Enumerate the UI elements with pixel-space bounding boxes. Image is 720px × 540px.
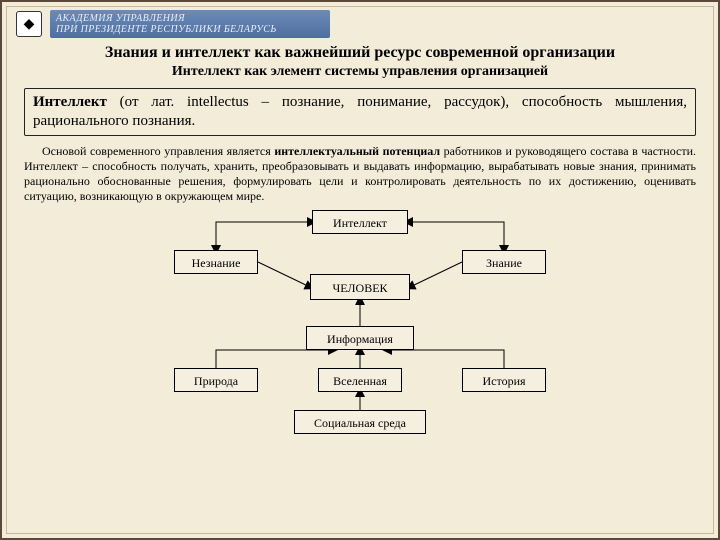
- content: ◆ АКАДЕМИЯ УПРАВЛЕНИЯ ПРИ ПРЕЗИДЕНТЕ РЕС…: [2, 2, 718, 538]
- edge-intellect-neznanie: [216, 222, 312, 250]
- header-text: АКАДЕМИЯ УПРАВЛЕНИЯ ПРИ ПРЕЗИДЕНТЕ РЕСПУ…: [50, 10, 330, 38]
- edge-istoriya-info: [387, 350, 504, 368]
- diagram: Интеллект Незнание Знание ЧЕЛОВЕК Информация…: [80, 210, 640, 440]
- page: ◆ АКАДЕМИЯ УПРАВЛЕНИЯ ПРИ ПРЕЗИДЕНТЕ РЕС…: [0, 0, 720, 540]
- node-istoriya: История: [462, 368, 546, 392]
- title-sub: Интеллект как элемент системы управления…: [16, 64, 704, 80]
- header-line1: АКАДЕМИЯ УПРАВЛЕНИЯ: [56, 13, 320, 24]
- edge-priroda-info: [216, 350, 333, 368]
- header: ◆ АКАДЕМИЯ УПРАВЛЕНИЯ ПРИ ПРЕЗИДЕНТЕ РЕС…: [16, 10, 704, 38]
- edge-neznanie-chelovek: [258, 262, 310, 287]
- node-socsreda: Социальная среда: [294, 410, 426, 434]
- title-main: Знания и интеллект как важнейший ресурс …: [16, 44, 704, 62]
- node-chelovek: ЧЕЛОВЕК: [310, 274, 410, 300]
- definition-text: Интеллект (от лат. intellectus – познани…: [33, 94, 687, 129]
- edge-intellect-znanie: [408, 222, 504, 250]
- node-neznanie: Незнание: [174, 250, 258, 274]
- node-znanie: Знание: [462, 250, 546, 274]
- definition-box: Интеллект (от лат. intellectus – познани…: [24, 88, 696, 136]
- crest-icon: ◆: [16, 11, 42, 37]
- node-intellect: Интеллект: [312, 210, 408, 234]
- edge-znanie-chelovek: [410, 262, 462, 287]
- node-vselennaya: Вселенная: [318, 368, 402, 392]
- node-priroda: Природа: [174, 368, 258, 392]
- diagram-edges: [80, 210, 640, 440]
- paragraph: Основой современного управления является…: [24, 144, 696, 204]
- header-line2: ПРИ ПРЕЗИДЕНТЕ РЕСПУБЛИКИ БЕЛАРУСЬ: [56, 24, 320, 35]
- node-info: Информация: [306, 326, 414, 350]
